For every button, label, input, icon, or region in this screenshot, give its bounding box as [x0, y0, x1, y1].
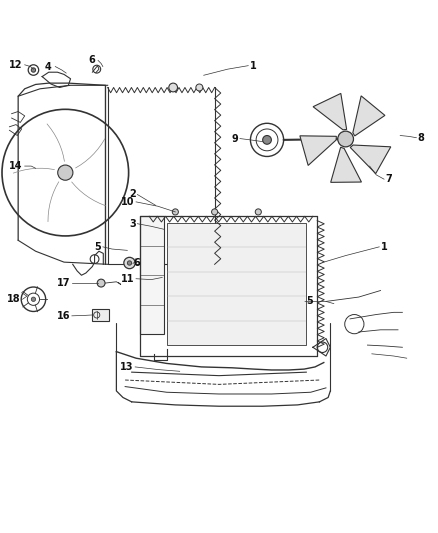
- Text: 8: 8: [418, 133, 424, 143]
- Text: 14: 14: [10, 161, 23, 171]
- Circle shape: [263, 135, 272, 144]
- Polygon shape: [313, 93, 346, 130]
- Text: 2: 2: [129, 189, 136, 199]
- Text: 1: 1: [381, 242, 387, 252]
- Text: 12: 12: [10, 60, 23, 70]
- Text: 10: 10: [121, 197, 135, 207]
- Circle shape: [31, 297, 35, 302]
- Polygon shape: [350, 145, 391, 174]
- Text: 9: 9: [232, 134, 239, 143]
- Text: 5: 5: [94, 242, 101, 252]
- Bar: [141, 216, 164, 334]
- Circle shape: [169, 83, 177, 92]
- Bar: [166, 223, 306, 345]
- Text: 13: 13: [120, 362, 134, 372]
- Text: 5: 5: [306, 296, 313, 306]
- Text: 6: 6: [134, 259, 141, 269]
- Text: 1: 1: [250, 61, 256, 71]
- Text: 4: 4: [44, 61, 51, 71]
- Circle shape: [196, 84, 203, 91]
- Polygon shape: [300, 136, 336, 165]
- Circle shape: [31, 68, 35, 72]
- Text: 3: 3: [129, 219, 136, 229]
- Text: 7: 7: [385, 174, 392, 184]
- Text: 11: 11: [121, 274, 135, 284]
- Circle shape: [97, 279, 105, 287]
- Text: 18: 18: [7, 294, 21, 304]
- Circle shape: [172, 209, 178, 215]
- Circle shape: [124, 257, 135, 269]
- Circle shape: [127, 261, 132, 265]
- Text: 16: 16: [57, 311, 71, 321]
- Polygon shape: [353, 96, 385, 136]
- Circle shape: [58, 165, 73, 180]
- Text: 17: 17: [57, 278, 71, 288]
- Circle shape: [338, 131, 353, 147]
- Circle shape: [255, 209, 261, 215]
- Bar: [92, 309, 109, 321]
- Circle shape: [212, 209, 218, 215]
- Polygon shape: [331, 147, 361, 182]
- Text: 6: 6: [88, 55, 95, 66]
